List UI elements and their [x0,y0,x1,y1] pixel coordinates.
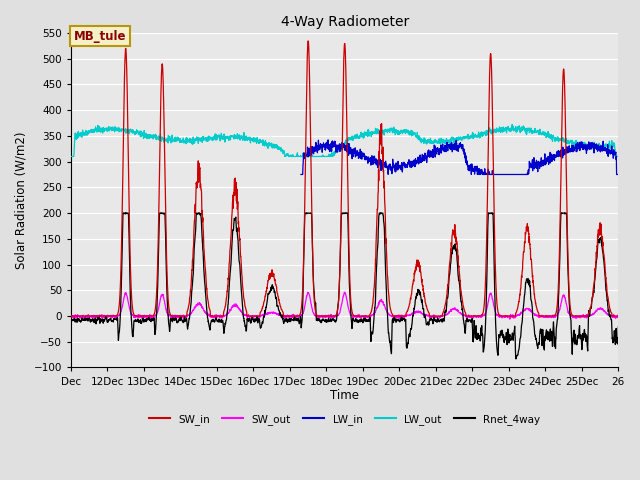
X-axis label: Time: Time [330,389,359,402]
Legend: SW_in, SW_out, LW_in, LW_out, Rnet_4way: SW_in, SW_out, LW_in, LW_out, Rnet_4way [145,410,545,429]
Title: 4-Way Radiometer: 4-Way Radiometer [280,15,409,29]
Text: MB_tule: MB_tule [74,30,126,43]
Y-axis label: Solar Radiation (W/m2): Solar Radiation (W/m2) [15,132,28,269]
